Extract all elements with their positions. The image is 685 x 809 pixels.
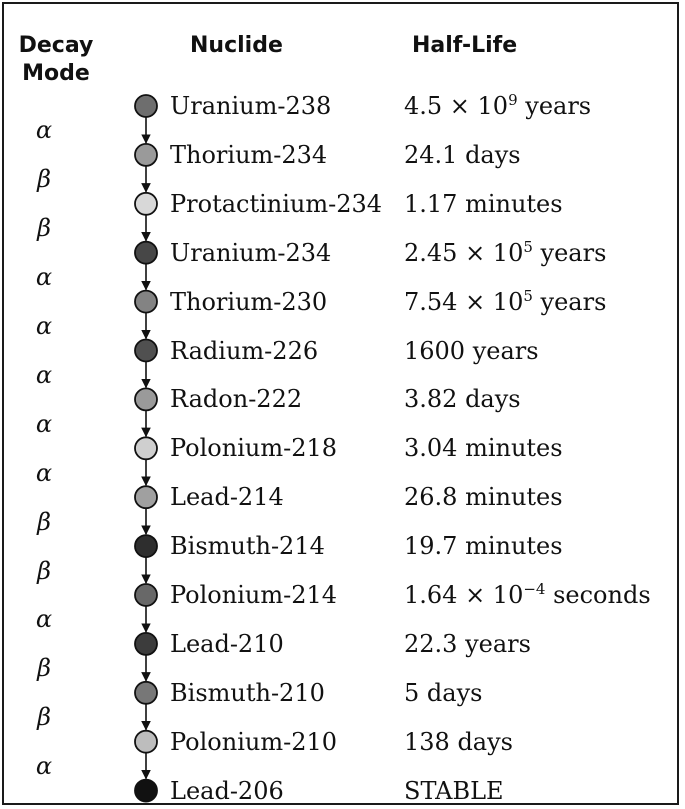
nuclide-node — [134, 680, 158, 705]
half-life-exponent: 5 — [523, 286, 533, 305]
alpha-decay-label: α — [35, 116, 53, 145]
nuclide-node — [134, 534, 158, 558]
nuclide-node — [134, 632, 158, 656]
decay-chain-graphic — [134, 94, 158, 803]
alpha-decay-label: α — [35, 409, 53, 438]
beta-decay-label: β — [37, 556, 51, 585]
beta-decay-label: β — [37, 507, 51, 536]
nuclide-name: Radium-226 — [170, 336, 319, 365]
half-life-base: 2.45 × 10 — [404, 238, 524, 267]
half-life-base: STABLE — [404, 776, 504, 805]
half-life-base: 7.54 × 10 — [404, 287, 524, 316]
half-life-base: 1600 years — [404, 336, 539, 365]
half-life-value: 3.82 days — [404, 385, 521, 413]
decay-mode-header-line2: Mode — [22, 61, 90, 86]
half-life-base: 3.82 days — [404, 385, 521, 414]
nuclide-name: Bismuth-214 — [170, 532, 325, 561]
nuclide-name: Lead-206 — [170, 776, 284, 805]
nuclide-name: Polonium-210 — [170, 727, 338, 756]
half-life-value: 2.45 × 105 years — [404, 239, 606, 267]
half-life-unit: years — [517, 92, 592, 120]
half-life-base: 19.7 minutes — [404, 532, 563, 561]
nuclide-name: Bismuth-210 — [170, 678, 325, 707]
half-life-base: 3.04 minutes — [404, 434, 563, 463]
half-life-value: 5 days — [404, 679, 482, 707]
nuclide-node — [134, 338, 158, 363]
nuclide-name: Radon-222 — [170, 385, 303, 414]
half-life-value: STABLE — [404, 777, 504, 805]
half-life-value: 26.8 minutes — [404, 483, 563, 511]
decay-mode-header: Decay Mode — [10, 32, 102, 88]
nuclide-name: Lead-210 — [170, 629, 284, 658]
half-life-value: 3.04 minutes — [404, 434, 563, 462]
nuclide-header: Nuclide — [190, 33, 283, 58]
nuclide-name: Protactinium-234 — [170, 189, 383, 218]
half-life-value: 19.7 minutes — [404, 532, 563, 560]
half-life-base: 22.3 years — [404, 629, 531, 658]
half-life-unit: seconds — [545, 581, 651, 609]
half-life-base: 1.64 × 10 — [404, 581, 524, 609]
half-life-base: 26.8 minutes — [404, 483, 563, 512]
nuclide-name: Thorium-234 — [170, 140, 328, 169]
nuclide-name: Lead-214 — [170, 483, 284, 512]
half-life-base: 4.5 × 10 — [404, 92, 509, 120]
alpha-decay-label: α — [35, 263, 53, 292]
nuclide-node — [134, 142, 158, 167]
half-life-header: Half-Life — [412, 33, 518, 58]
half-life-base: 1.17 minutes — [404, 189, 563, 218]
nuclide-node — [134, 778, 158, 803]
alpha-decay-label: α — [35, 360, 53, 389]
alpha-decay-label: α — [35, 605, 53, 634]
nuclide-node — [134, 583, 158, 607]
half-life-base: 24.1 days — [404, 140, 521, 169]
nuclide-name: Uranium-238 — [170, 92, 332, 120]
nuclide-node — [134, 94, 158, 118]
half-life-value: 138 days — [404, 728, 513, 756]
half-life-value: 7.54 × 105 years — [404, 288, 606, 316]
nuclide-node — [134, 729, 158, 754]
nuclide-node — [134, 485, 158, 510]
nuclide-node — [134, 289, 158, 314]
nuclide-node — [134, 191, 158, 216]
nuclide-node — [134, 436, 158, 461]
beta-decay-label: β — [37, 165, 51, 194]
half-life-value: 24.1 days — [404, 141, 521, 169]
nuclide-node — [134, 240, 158, 265]
decay-mode-header-line1: Decay — [18, 33, 94, 58]
half-life-base: 138 days — [404, 727, 513, 756]
nuclide-node — [134, 387, 158, 412]
beta-decay-label: β — [37, 214, 51, 243]
half-life-unit: years — [532, 238, 607, 267]
half-life-value: 4.5 × 109 years — [404, 92, 591, 120]
alpha-decay-label: α — [35, 458, 53, 487]
nuclide-name: Polonium-214 — [170, 581, 338, 609]
half-life-value: 1.64 × 10−4 seconds — [404, 581, 651, 609]
half-life-value: 22.3 years — [404, 630, 531, 658]
nuclide-name: Thorium-230 — [170, 287, 328, 316]
half-life-exponent: 9 — [508, 91, 518, 109]
half-life-unit: years — [532, 287, 607, 316]
beta-decay-label: β — [37, 654, 51, 683]
half-life-base: 5 days — [404, 678, 483, 707]
half-life-exponent: 5 — [523, 237, 533, 256]
nuclide-name: Uranium-234 — [170, 238, 332, 267]
half-life-value: 1.17 minutes — [404, 190, 563, 218]
half-life-exponent: −4 — [523, 580, 546, 598]
alpha-decay-label: α — [35, 752, 53, 781]
nuclide-name: Polonium-218 — [170, 434, 338, 463]
half-life-value: 1600 years — [404, 337, 539, 365]
alpha-decay-label: α — [35, 312, 53, 341]
beta-decay-label: β — [37, 703, 51, 732]
